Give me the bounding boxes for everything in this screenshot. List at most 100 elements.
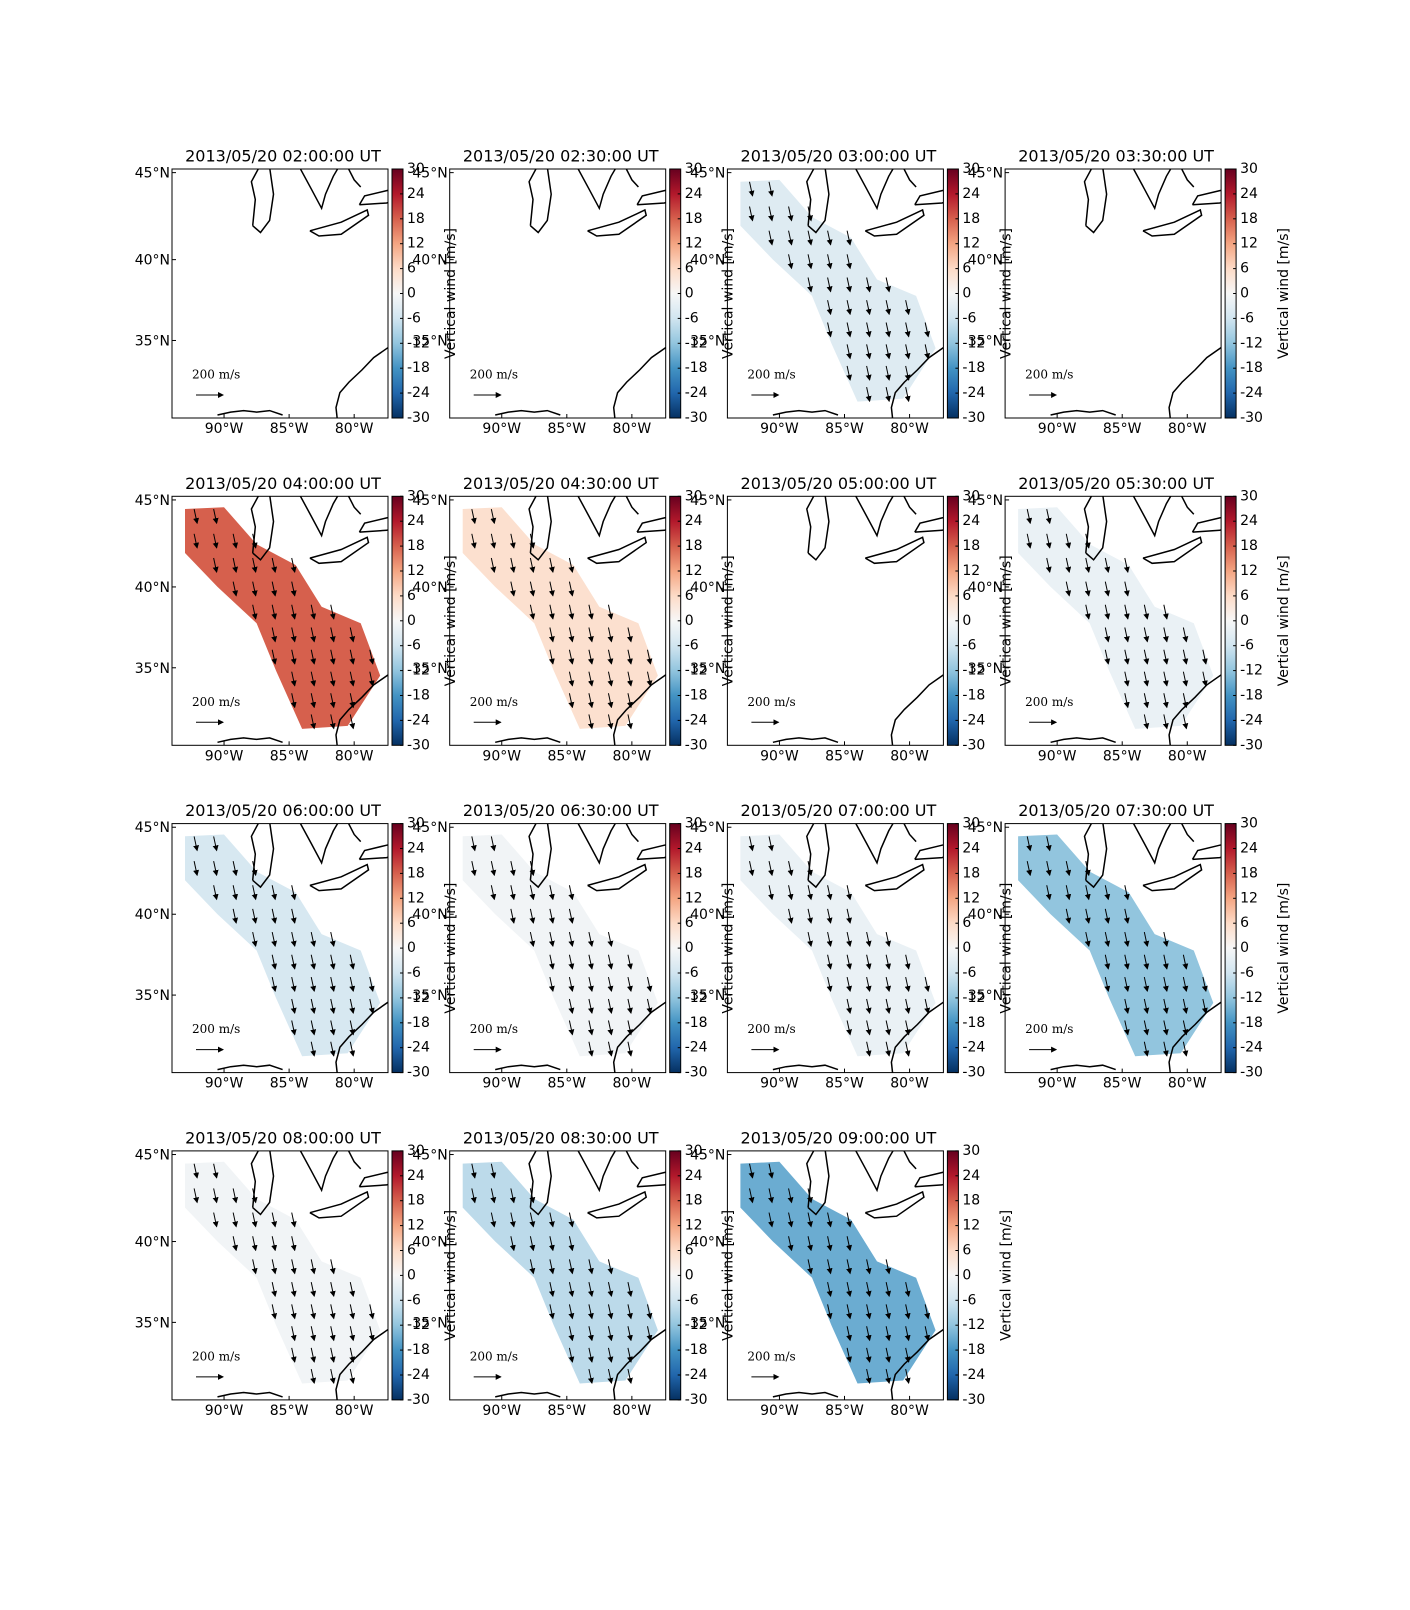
x-tick-label: 85°W: [547, 748, 586, 764]
map-area: [185, 496, 388, 746]
wind-arrow: [329, 976, 336, 993]
wind-arrow: [349, 714, 356, 730]
colorbar-tick-label: 24: [962, 513, 980, 529]
wind-arrow: [232, 581, 239, 597]
wind-arrow: [1045, 509, 1052, 525]
wind-arrow: [290, 1281, 297, 1298]
coastline: [335, 1328, 388, 1400]
colorbar-tick-label: -18: [962, 1015, 985, 1031]
colorbar-tick-label: 24: [1240, 513, 1258, 529]
wind-arrow: [826, 1212, 833, 1228]
wind-arrow: [310, 649, 317, 665]
coastline: [587, 536, 648, 565]
panel-title: 2013/05/20 07:00:00 UT: [741, 801, 937, 820]
wind-arrow: [232, 533, 239, 549]
coastline: [625, 496, 639, 515]
x-tick-label: 85°W: [547, 1403, 586, 1419]
coastline: [864, 536, 925, 565]
panel-title: 2013/05/20 05:30:00 UT: [1018, 474, 1214, 493]
wind-arrow: [568, 1236, 575, 1252]
wind-arrow: [748, 206, 755, 222]
x-tick-label: 90°W: [482, 748, 521, 764]
colorbar-tick-label: 0: [962, 613, 971, 629]
wind-arrow: [212, 533, 219, 549]
colorbar-tick-label: 6: [962, 915, 971, 931]
wind-arrow: [826, 976, 833, 993]
wind-arrow: [1143, 714, 1150, 730]
colorbar-tick-label: 30: [962, 1143, 980, 1159]
x-tick-label: 80°W: [890, 748, 929, 764]
wind-arrow: [509, 1188, 516, 1204]
wind-arrow: [807, 908, 813, 924]
wind-arrow: [1104, 557, 1111, 573]
colorbar-label: Vertical wind [m/s]: [443, 228, 459, 359]
wind-arrow: [548, 976, 555, 993]
x-tick-label: 85°W: [825, 1403, 864, 1419]
coastline: [358, 1171, 388, 1188]
wind-arrow: [1084, 581, 1091, 597]
coastline: [612, 1001, 666, 1073]
coastline: [1132, 169, 1172, 211]
y-tick-label: 40°N: [135, 580, 170, 596]
colorbar-tick-label: 18: [407, 1193, 425, 1209]
wind-arrow: [1162, 1041, 1169, 1057]
wind-arrow: [193, 836, 200, 852]
wind-arrow: [232, 861, 239, 877]
map-area: [495, 169, 666, 418]
map-frame: [1004, 168, 1222, 419]
wind-arrow: [787, 1236, 794, 1252]
wind-arrow: [748, 1163, 755, 1179]
wind-arrow: [768, 181, 774, 197]
coastline: [903, 1150, 917, 1170]
wind-arrow: [1143, 976, 1150, 993]
colorbar-tick-label: -12: [962, 1317, 985, 1333]
colorbar-tick-label: 6: [1240, 261, 1249, 277]
colorbar-tick-label: 18: [685, 1193, 703, 1209]
y-tick-label: 40°N: [968, 907, 1003, 923]
y-tick-label: 45°N: [412, 166, 447, 182]
wind-arrow: [924, 344, 931, 360]
wind-arrow: [349, 649, 356, 665]
coastline: [577, 1150, 617, 1193]
wind-arrow: [885, 1281, 892, 1298]
coastline: [299, 1150, 339, 1193]
y-tick-label: 45°N: [135, 493, 170, 509]
colorbar-tick-label: 30: [407, 488, 425, 504]
wind-arrow: [1201, 649, 1208, 665]
colorbar-tick-label: 0: [407, 286, 416, 302]
map-panel: 2013/05/20 03:30:00 UT 90°W 85°W 80°W 45°N 40…: [968, 147, 1292, 438]
colorbar-label: Vertical wind [m/s]: [1276, 555, 1292, 686]
x-tick-label: 85°W: [547, 1076, 586, 1092]
colorbar-tick-label: -12: [407, 663, 430, 679]
wind-arrow: [1143, 693, 1150, 709]
x-tick-label: 90°W: [205, 1076, 244, 1092]
colorbar-tick-label: -6: [962, 965, 976, 981]
wind-arrow: [846, 322, 852, 338]
y-tick-label: 45°N: [690, 820, 725, 836]
colorbar-tick-label: -18: [685, 688, 708, 704]
wind-arrow: [490, 533, 497, 549]
coastline: [587, 863, 648, 892]
colorbar-tick-label: 24: [685, 841, 703, 857]
wind-arrow: [310, 714, 317, 730]
wind-arrow: [904, 998, 911, 1014]
wind-arrow: [1201, 976, 1208, 993]
y-tick-label: 45°N: [135, 820, 170, 836]
wind-arrow: [1182, 627, 1189, 643]
y-tick-label: 40°N: [412, 1235, 447, 1251]
wind-arrow: [607, 931, 614, 948]
wind-arrow: [271, 954, 278, 970]
colorbar-tick-label: -30: [685, 1392, 708, 1408]
y-tick-label: 35°N: [690, 333, 725, 349]
colorbar-label: Vertical wind [m/s]: [721, 883, 737, 1014]
wind-arrow: [329, 604, 336, 620]
wind-arrow: [904, 1041, 911, 1057]
panel-title: 2013/05/20 09:00:00 UT: [741, 1128, 937, 1147]
map-frame: [726, 168, 944, 419]
wind-arrow: [490, 557, 497, 573]
wind-arrow: [607, 604, 614, 620]
coastline: [587, 208, 648, 237]
colorbar-tick-label: 12: [685, 890, 703, 906]
wind-arrow: [846, 1236, 852, 1252]
wind-arrow: [748, 861, 755, 877]
